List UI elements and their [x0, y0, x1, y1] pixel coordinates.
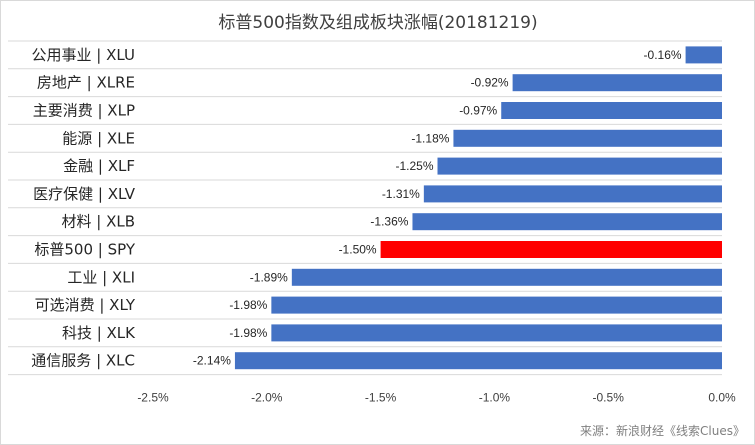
bar — [380, 241, 722, 258]
category-label: 工业 | XLI — [67, 268, 135, 286]
category-label: 公用事业 | XLU — [32, 46, 135, 64]
category-label: 科技 | XLK — [62, 324, 136, 342]
x-tick-label: -1.5% — [365, 391, 397, 405]
bar — [685, 46, 722, 64]
data-label: -1.25% — [395, 159, 433, 173]
category-label: 主要消费 | XLP — [33, 102, 135, 120]
x-tick-label: -1.0% — [479, 391, 511, 405]
category-label: 能源 | XLE — [62, 129, 135, 147]
bar — [453, 129, 722, 147]
data-label: -1.89% — [250, 270, 288, 284]
bar — [291, 268, 722, 286]
data-label: -0.92% — [471, 76, 509, 90]
data-labels: -0.16% -0.92% -0.97% -1.18% -1.25% -1.31% -1.3… — [193, 48, 682, 368]
bar — [423, 185, 722, 203]
data-label: -1.31% — [382, 187, 420, 201]
category-label: 通信服务 | XLC — [31, 352, 135, 370]
data-label: -1.98% — [229, 326, 267, 340]
x-tick-label: -2.0% — [251, 391, 283, 405]
x-tick-label: -0.5% — [593, 391, 625, 405]
bar — [234, 352, 722, 370]
data-label: -1.36% — [370, 215, 408, 229]
category-label: 标普500 | SPY — [34, 241, 135, 259]
data-label: -0.97% — [459, 104, 497, 118]
data-label: -1.98% — [229, 298, 267, 312]
category-label: 可选消费 | XLY — [35, 296, 136, 314]
data-label: -2.14% — [193, 354, 231, 368]
x-axis-tick-labels: -2.5% -2.0% -1.5% -1.0% -0.5% 0.0% — [137, 391, 736, 405]
source-note: 来源：新浪财经《线索Clues》 — [580, 423, 745, 438]
bar — [271, 296, 722, 314]
data-label: -1.18% — [411, 131, 449, 145]
bar — [271, 324, 722, 342]
gridlines — [8, 40, 722, 376]
category-label: 医疗保健 | XLV — [33, 185, 136, 203]
bar — [501, 102, 722, 119]
chart-title: 标普500指数及组成板块涨幅(20181219) — [218, 13, 537, 33]
category-label: 金融 | XLF — [63, 157, 135, 175]
data-label: -0.16% — [644, 48, 682, 62]
category-label: 材料 | XLB — [61, 213, 135, 231]
bars — [234, 46, 722, 370]
bar — [437, 157, 722, 175]
bar — [512, 74, 722, 92]
data-label: -1.50% — [339, 243, 377, 257]
x-tick-label: 0.0% — [708, 391, 736, 405]
category-label: 房地产 | XLRE — [37, 74, 135, 92]
category-labels: 公用事业 | XLU 房地产 | XLRE 主要消费 | XLP 能源 | XLE 金融… — [31, 46, 136, 370]
x-tick-label: -2.5% — [137, 391, 169, 405]
bar — [412, 213, 722, 231]
